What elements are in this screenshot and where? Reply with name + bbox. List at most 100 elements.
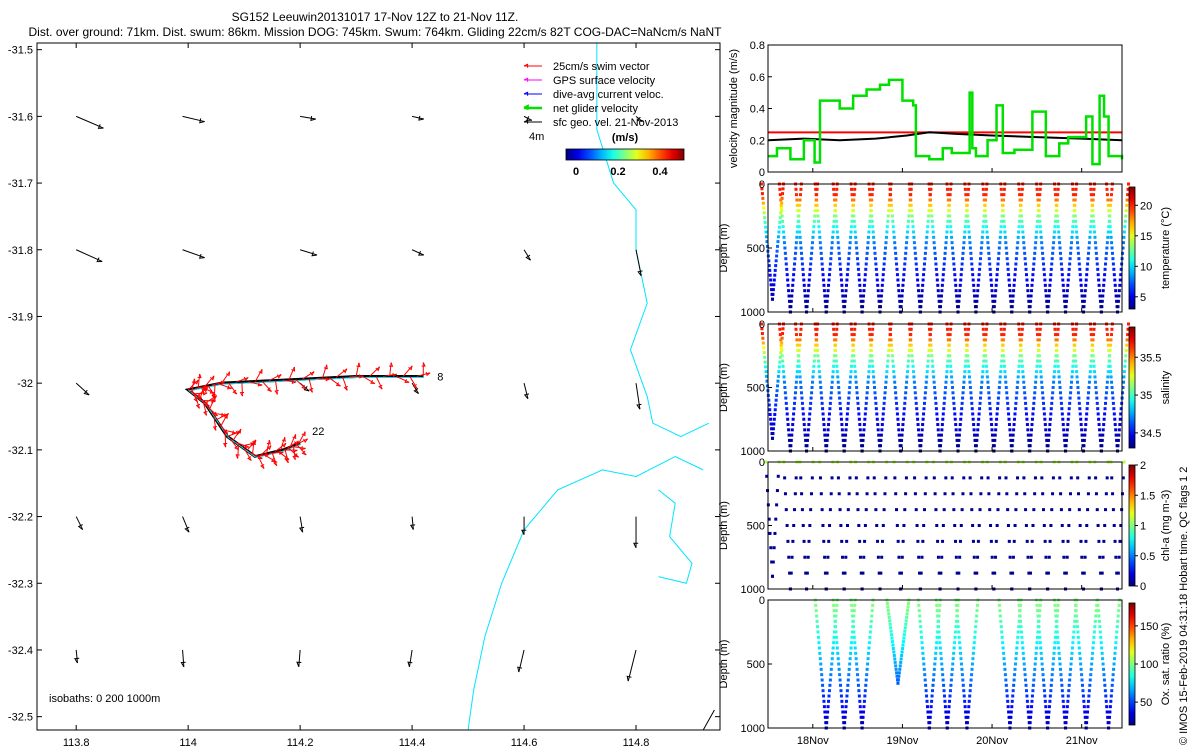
chl-sample-point	[901, 539, 905, 543]
temp-sample-point	[848, 246, 852, 250]
sal-sample-point	[871, 370, 875, 374]
legend-swatch	[523, 119, 542, 124]
sal-sample-point	[805, 444, 809, 448]
temp-sample-point	[955, 294, 959, 298]
temp-sample-point	[1095, 257, 1099, 261]
sal-sample-point	[1109, 343, 1113, 347]
chl-sample-point	[1060, 524, 1064, 527]
temp-sample-point	[967, 187, 971, 191]
sal-sample-point	[794, 327, 798, 331]
sal-sample-point	[891, 364, 895, 368]
sal-sample-point	[947, 343, 951, 347]
temp-sample-point	[911, 230, 915, 234]
sal-sample-point	[1064, 438, 1068, 442]
ox-sample-point	[827, 689, 831, 693]
temp-sample-point	[1109, 198, 1113, 202]
temp-sample-point	[795, 198, 799, 202]
temp-sample-point	[934, 262, 938, 266]
sal-sample-point	[991, 438, 995, 442]
ox-sample-point	[1024, 683, 1028, 687]
ox-sample-point	[1069, 667, 1073, 671]
ox-sample-point	[1057, 651, 1061, 655]
ox-sample-point	[1065, 705, 1069, 709]
temp-sample-point	[1036, 198, 1040, 202]
chl-sample-point	[774, 517, 778, 521]
temp-sample-point	[1105, 187, 1109, 191]
temp-sample-point	[1126, 193, 1130, 197]
ox-sample-point	[906, 608, 910, 612]
sal-sample-point	[1038, 359, 1042, 363]
temp-sample-point	[829, 257, 833, 261]
ox-sample-point	[938, 641, 942, 645]
sal-sample-point	[1010, 444, 1014, 448]
ox-sample-point	[1099, 635, 1103, 639]
chl-sample-point	[1069, 476, 1073, 480]
sal-sample-point	[840, 423, 844, 427]
chl-sample-point	[845, 524, 849, 527]
temp-sample-point	[1123, 225, 1127, 229]
sal-sample-point	[923, 396, 927, 400]
temp-sample-point	[1021, 235, 1025, 239]
ox-sample-point	[1035, 635, 1039, 639]
sal-sample-point	[1085, 407, 1089, 411]
chl-sample-point	[1029, 571, 1033, 575]
chl-sample-point	[972, 555, 976, 559]
sal-sample-point	[1005, 396, 1009, 400]
velocity-series-line	[768, 78, 1124, 166]
temp-sample-point	[1087, 246, 1091, 250]
ox-sample-point	[861, 721, 865, 725]
sal-sample-point	[851, 348, 855, 352]
sal-sample-point	[1020, 327, 1024, 331]
temp-sample-point	[948, 193, 952, 197]
ox-sample-point	[958, 646, 962, 650]
ox-sample-point	[933, 662, 937, 666]
temp-sample-point	[955, 299, 959, 303]
sal-sample-point	[919, 438, 923, 442]
sal-sample-point	[1123, 359, 1127, 363]
sal-sample-point	[848, 386, 852, 389]
temp-sample-point	[795, 230, 799, 234]
sal-sample-point	[1020, 359, 1024, 363]
chl-sample-point	[863, 524, 867, 527]
sal-sample-point	[828, 407, 832, 411]
chl-sample-point	[840, 539, 844, 543]
temp-sample-point	[1125, 198, 1129, 202]
sal-sample-point	[873, 396, 877, 400]
temp-sample-point	[832, 225, 836, 229]
ox-sample-point	[857, 689, 861, 693]
sal-sample-point	[771, 427, 775, 431]
temp-sample-point	[994, 283, 998, 287]
ox-sample-point	[868, 630, 872, 634]
ox-sample-point	[1059, 678, 1063, 682]
sal-sample-point	[772, 422, 776, 426]
sal-sample-point	[783, 386, 787, 389]
chl-sample-point	[1068, 492, 1072, 496]
sal-sample-point	[1072, 343, 1076, 347]
ox-sample-point	[929, 705, 933, 709]
sal-sample-point	[1020, 364, 1024, 368]
sal-sample-point	[979, 386, 983, 389]
sal-sample-point	[1077, 401, 1081, 405]
temp-sample-point	[870, 193, 874, 197]
sal-sample-point	[935, 412, 939, 416]
sal-sample-point	[1047, 428, 1051, 432]
sal-sample-point	[1074, 364, 1078, 368]
ox-sample-point	[948, 694, 952, 698]
sal-sample-point	[990, 423, 994, 427]
ox-sample-point	[951, 657, 955, 661]
temp-sample-point	[798, 235, 802, 239]
swim-vector	[289, 434, 297, 448]
temp-sample-point	[774, 259, 778, 263]
sal-sample-point	[977, 417, 981, 421]
chl-sample-point	[940, 555, 944, 559]
temp-sample-point	[801, 273, 805, 277]
temp-sample-point	[776, 235, 780, 239]
sal-sample-point	[858, 428, 862, 432]
sal-sample-point	[1054, 343, 1058, 347]
temp-sample-point	[826, 294, 830, 298]
sal-sample-point	[931, 364, 935, 368]
temp-sample-point	[1026, 289, 1030, 293]
sal-sample-point	[845, 417, 849, 421]
sal-sample-point	[1119, 412, 1123, 416]
